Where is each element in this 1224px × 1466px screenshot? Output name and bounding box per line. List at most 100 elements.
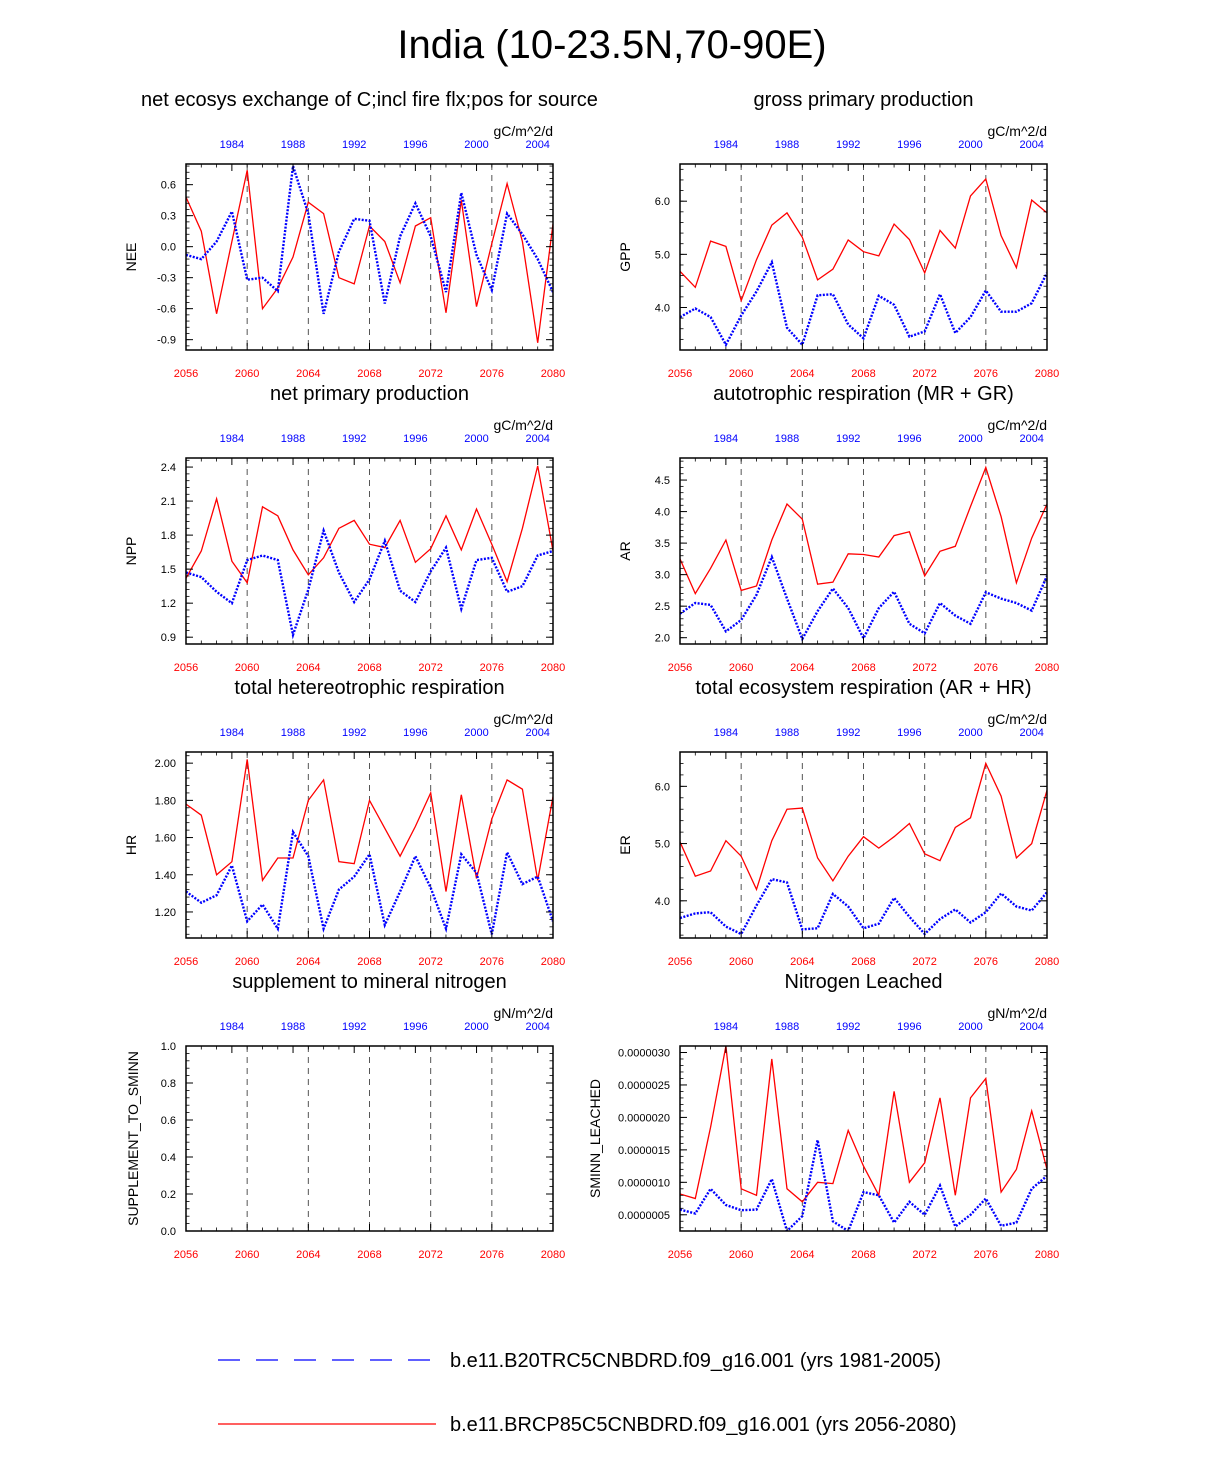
panels: net ecosys exchange of C;incl fire flx;p…: [123, 89, 1059, 1261]
x-top-tick-label: 2000: [958, 727, 982, 739]
x-bottom-tick-label: 2072: [912, 956, 936, 968]
x-bottom-tick-label: 2056: [174, 368, 198, 380]
y-tick-label: 2.4: [161, 462, 176, 474]
x-bottom-tick-label: 2068: [357, 368, 381, 380]
y-tick-label: 1.60: [155, 833, 176, 845]
y-tick-label: 0.0: [161, 242, 176, 254]
x-bottom-tick-label: 2064: [790, 368, 814, 380]
y-axis-label: ER: [617, 835, 633, 854]
series-line-future: [186, 465, 553, 585]
y-tick-label: 0.2: [161, 1189, 176, 1201]
x-bottom-tick-label: 2076: [974, 956, 998, 968]
series-line-future: [680, 761, 1047, 892]
x-top-tick-label: 2000: [958, 433, 982, 445]
legend: b.e11.B20TRC5CNBDRD.f09_g16.001 (yrs 198…: [218, 1350, 957, 1436]
y-tick-label: 0.8: [161, 1078, 176, 1090]
x-top-tick-label: 1992: [342, 1021, 366, 1033]
x-bottom-tick-label: 2076: [480, 368, 504, 380]
x-top-tick-label: 1984: [220, 727, 244, 739]
x-top-tick-label: 1988: [775, 727, 799, 739]
y-axis-label: NEE: [123, 243, 139, 272]
units-label: gN/m^2/d: [988, 1005, 1047, 1021]
chart-panel-3: net primary production gC/m^2/d NPP 0.9 1.2 1…: [123, 383, 565, 674]
y-tick-label: 3.5: [655, 538, 670, 550]
x-bottom-tick-label: 2076: [974, 662, 998, 674]
x-top-tick-label: 1988: [281, 433, 305, 445]
y-tick-label: 0.3: [161, 211, 176, 223]
x-top-tick-label: 1996: [897, 727, 921, 739]
x-top-tick-label: 1988: [281, 139, 305, 151]
x-bottom-tick-label: 2060: [729, 956, 753, 968]
y-tick-label: 4.0: [655, 507, 670, 519]
panel-title: supplement to mineral nitrogen: [232, 971, 507, 993]
x-bottom-tick-label: 2080: [1035, 956, 1059, 968]
chart-panel-5: total hetereotrophic respiration gC/m^2/d…: [123, 677, 565, 968]
x-top-tick-label: 1988: [775, 433, 799, 445]
x-bottom-tick-label: 2060: [235, 956, 259, 968]
figure-title: India (10-23.5N,70-90E): [397, 23, 826, 67]
x-bottom-tick-label: 2064: [296, 1249, 320, 1261]
x-bottom-tick-label: 2060: [235, 368, 259, 380]
x-bottom-tick-label: 2072: [418, 1249, 442, 1261]
y-axis-label: NPP: [123, 537, 139, 566]
units-label: gN/m^2/d: [494, 1005, 553, 1021]
x-top-tick-label: 2000: [464, 1021, 488, 1033]
x-bottom-tick-label: 2064: [296, 956, 320, 968]
x-bottom-tick-label: 2064: [296, 368, 320, 380]
x-top-tick-label: 2004: [525, 433, 549, 445]
panel-title: net primary production: [270, 383, 469, 405]
x-bottom-tick-label: 2080: [541, 1249, 565, 1261]
chart-panel-8: Nitrogen Leached gN/m^2/d SMINN_LEACHED 0.0…: [587, 971, 1059, 1261]
x-bottom-tick-label: 2068: [357, 662, 381, 674]
x-top-tick-label: 1996: [897, 1021, 921, 1033]
x-bottom-tick-label: 2064: [296, 662, 320, 674]
x-top-tick-label: 1984: [714, 139, 738, 151]
x-top-tick-label: 1996: [897, 139, 921, 151]
x-top-tick-label: 2000: [464, 727, 488, 739]
x-bottom-tick-label: 2056: [668, 956, 692, 968]
y-tick-label: -0.6: [157, 304, 176, 316]
y-tick-label: 6.0: [655, 196, 670, 208]
x-bottom-tick-label: 2080: [541, 662, 565, 674]
panel-title: total hetereotrophic respiration: [234, 677, 504, 699]
x-top-tick-label: 2004: [525, 139, 549, 151]
y-tick-label: 0.0000020: [618, 1112, 670, 1124]
x-top-tick-label: 1984: [220, 139, 244, 151]
x-bottom-tick-label: 2076: [480, 956, 504, 968]
x-top-tick-label: 2004: [1019, 1021, 1043, 1033]
x-bottom-tick-label: 2068: [851, 1249, 875, 1261]
y-tick-label: 1.20: [155, 907, 176, 919]
x-bottom-tick-label: 2056: [174, 662, 198, 674]
x-bottom-tick-label: 2076: [480, 662, 504, 674]
x-bottom-tick-label: 2080: [1035, 368, 1059, 380]
series-line-historical: [680, 1139, 1047, 1231]
x-top-tick-label: 1996: [403, 727, 427, 739]
y-tick-label: 6.0: [655, 781, 670, 793]
series-line-future: [680, 1046, 1047, 1203]
x-bottom-tick-label: 2072: [912, 662, 936, 674]
x-top-tick-label: 2000: [464, 433, 488, 445]
x-bottom-tick-label: 2064: [790, 662, 814, 674]
series-line-future: [186, 759, 553, 892]
x-bottom-tick-label: 2080: [541, 956, 565, 968]
x-top-tick-label: 2004: [525, 727, 549, 739]
panel-title: total ecosystem respiration (AR + HR): [695, 677, 1031, 699]
x-bottom-tick-label: 2064: [790, 956, 814, 968]
y-tick-label: 2.5: [655, 601, 670, 613]
panel-title: autotrophic respiration (MR + GR): [713, 383, 1014, 405]
y-tick-label: -0.9: [157, 335, 176, 347]
y-tick-label: 5.0: [655, 839, 670, 851]
x-top-tick-label: 1992: [836, 139, 860, 151]
y-tick-label: 1.80: [155, 795, 176, 807]
x-bottom-tick-label: 2060: [729, 662, 753, 674]
x-bottom-tick-label: 2072: [418, 368, 442, 380]
units-label: gC/m^2/d: [988, 417, 1047, 433]
x-bottom-tick-label: 2056: [668, 368, 692, 380]
y-tick-label: 0.0000010: [618, 1177, 670, 1189]
x-top-tick-label: 2004: [1019, 139, 1043, 151]
panel-title: Nitrogen Leached: [785, 971, 943, 993]
x-bottom-tick-label: 2072: [912, 1249, 936, 1261]
x-bottom-tick-label: 2080: [1035, 1249, 1059, 1261]
y-tick-label: 1.8: [161, 530, 176, 542]
x-bottom-tick-label: 2072: [418, 662, 442, 674]
